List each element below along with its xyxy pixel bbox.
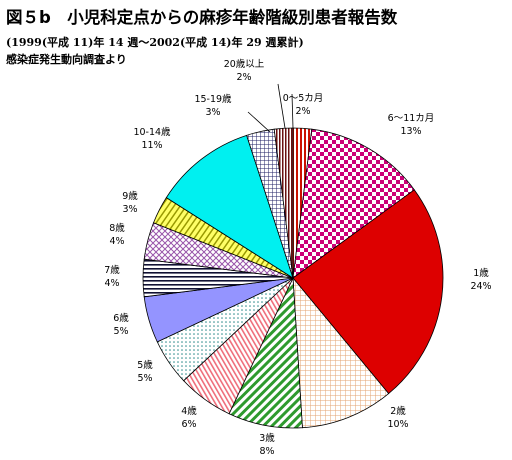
pie-slice — [292, 276, 390, 429]
slice-label: 6歳 5% — [113, 312, 129, 337]
leader-line — [291, 93, 294, 129]
slice-label: 10-14歳 11% — [133, 126, 171, 151]
leader-line — [247, 111, 271, 133]
slice-label: 4歳 6% — [181, 405, 197, 430]
slice-label: 9歳 3% — [122, 190, 138, 215]
pie-slice — [292, 189, 444, 395]
leader-line — [277, 83, 286, 129]
slice-label: 0～5カ月 2% — [283, 93, 324, 117]
slice-label: 7歳 4% — [104, 264, 120, 289]
slice-label: 1歳 24% — [470, 267, 491, 292]
pie-slice — [292, 128, 415, 279]
pie-slice — [165, 134, 294, 279]
slice-label: 5歳 5% — [137, 359, 153, 384]
slice-label: 6～11カ月 13% — [388, 113, 435, 137]
slice-label: 8歳 4% — [109, 222, 125, 247]
slice-label: 2歳 10% — [387, 405, 408, 430]
slice-label: 3歳 8% — [259, 432, 275, 457]
chart-source-note: 感染症発生動向調査より — [6, 53, 127, 66]
chart-subtitle: (1999(平成 11)年 14 週～2002(平成 14)年 29 週累計) — [6, 36, 304, 49]
chart-title: 図５b 小児科定点からの麻疹年齢階級別患者報告数 — [6, 8, 398, 27]
slice-label: 20歳以上 2% — [224, 58, 265, 83]
slice-label: 15-19歳 3% — [194, 93, 232, 118]
